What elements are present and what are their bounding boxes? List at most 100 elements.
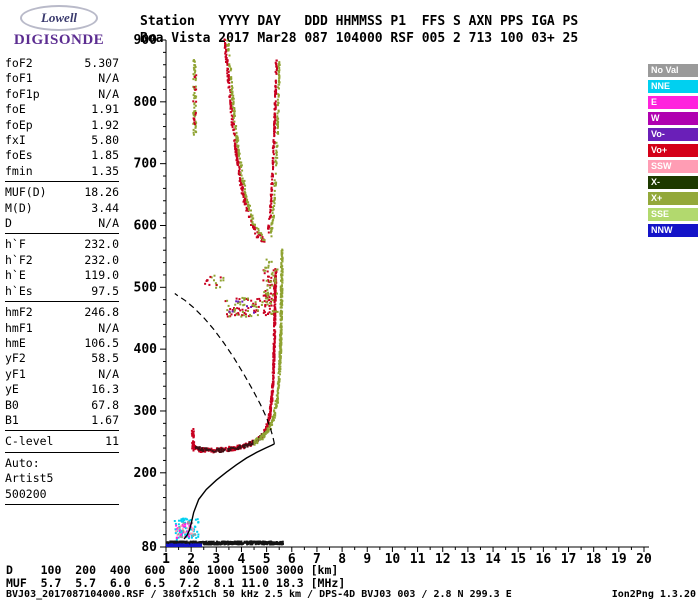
param-hmf1: hmF1 N/A xyxy=(5,320,119,335)
logo-ellipse: Lowell xyxy=(20,5,98,31)
param-yf2: yF2 58.5 xyxy=(5,351,119,366)
param-ye: yE 16.3 xyxy=(5,382,119,397)
echo-status-legend: No Val NNE E W Vo- Vo+ SSW X- X+ SSE NNW xyxy=(648,64,698,240)
svg-text:19: 19 xyxy=(611,552,627,567)
station-header: Station Boa Vista YYYY 2017 DAY Mar28 DDD 087 HH… xyxy=(140,13,586,47)
footer: BVJ03_2017087104000.RSF / 380fx51Ch 50 k… xyxy=(6,589,696,600)
trace-baseline-blue xyxy=(166,543,203,547)
param-foe: foE 1.91 xyxy=(5,102,119,117)
parameter-panel: foF2 5.307 foF1 N/A foF1p N/A foE 1.91 foEp 1.92 f… xyxy=(5,56,119,508)
legend-item-e: E xyxy=(648,96,698,109)
electron-density-profile-line xyxy=(183,443,275,540)
param-d: D N/A xyxy=(5,216,119,231)
svg-text:300: 300 xyxy=(134,404,158,419)
svg-text:600: 600 xyxy=(134,218,158,233)
param-auto: Auto: xyxy=(5,455,40,470)
svg-text:14: 14 xyxy=(485,552,501,567)
param-clevel: C-level 11 xyxy=(5,434,119,449)
echo-traces xyxy=(166,38,284,547)
param-fof2: foF2 5.307 xyxy=(5,56,119,70)
svg-text:17: 17 xyxy=(561,552,577,567)
axes xyxy=(163,40,649,548)
legend-item-nnw: NNW xyxy=(648,224,698,237)
svg-text:13: 13 xyxy=(460,552,476,567)
param-hmf2: hmF2 246.8 xyxy=(5,305,119,320)
legend-item-x+: X+ xyxy=(648,192,698,205)
param-fof1p: foF1p N/A xyxy=(5,86,119,101)
param-he: h`E 119.0 xyxy=(5,268,119,283)
param-artist5: Artist5 xyxy=(5,471,54,486)
muf-table: D 100 200 400 600 800 1000 1500 3000 [km… xyxy=(6,564,345,589)
trace-pre-cusp-scatter-red xyxy=(262,269,276,317)
param-hme: hmE 106.5 xyxy=(5,335,119,350)
svg-text:700: 700 xyxy=(134,157,158,172)
param-group-2: MUF(D) 18.26 M(D) 3.44 D N/A xyxy=(5,185,119,235)
param-b1: B1 1.67 xyxy=(5,412,119,427)
param-500200: 500200 xyxy=(5,486,47,501)
header-col-iga: IGA 03+ xyxy=(531,14,555,46)
svg-text:10: 10 xyxy=(385,552,401,567)
trace-mid-500-sparse-red xyxy=(204,275,222,287)
legend-item-sse: SSE xyxy=(648,208,698,221)
header-col-station: Station Boa Vista xyxy=(140,14,211,46)
header-col-ffs: FFS 005 xyxy=(421,14,446,46)
header-col-pps: PPS 100 xyxy=(499,14,524,46)
svg-text:500: 500 xyxy=(134,280,158,295)
svg-text:18: 18 xyxy=(586,552,602,567)
svg-text:15: 15 xyxy=(510,552,526,567)
trace-F-trace-dark-mix xyxy=(192,430,267,453)
legend-item-x-: X- xyxy=(648,176,698,189)
param-hes: h`Es 97.5 xyxy=(5,283,119,298)
trace-second-hop-rising-O xyxy=(267,59,278,234)
param-mufd: MUF(D) 18.26 xyxy=(5,185,119,200)
trace-E-region-gray xyxy=(177,521,196,539)
legend-item-w: W xyxy=(648,112,698,125)
trace-E-region-pink xyxy=(175,525,194,536)
trace-upper-left-red-speckle xyxy=(192,74,198,126)
muf-distance-row: D 100 200 400 600 800 1000 1500 3000 [km… xyxy=(6,563,339,577)
param-b0: B0 67.8 xyxy=(5,397,119,412)
param-fxi: fxI 5.80 xyxy=(5,133,119,148)
svg-text:20: 20 xyxy=(636,552,652,567)
svg-text:11: 11 xyxy=(410,552,426,567)
legend-item-nne: NNE xyxy=(648,80,698,93)
logo-digisonde-text: DIGISONDE xyxy=(13,32,105,48)
legend-item-ssw: SSW xyxy=(648,160,698,173)
trace-baseline-black xyxy=(166,540,284,546)
svg-text:200: 200 xyxy=(134,466,158,481)
legend-item-vo-: Vo- xyxy=(648,128,698,141)
header-col-ps: PS 25 xyxy=(562,14,579,46)
legend-item-no-val: No Val xyxy=(648,64,698,77)
param-group-1: foF2 5.307 foF1 N/A foF1p N/A foE 1.91 foEp 1.92 f… xyxy=(5,56,119,183)
trace-pre-cusp-scatter-green xyxy=(263,258,279,315)
trace-trace-start-column-red xyxy=(190,428,195,452)
logo-lowell-text: Lowell xyxy=(40,10,78,25)
trace-F-trace-X-mode xyxy=(253,248,284,446)
param-foep: foEp 1.92 xyxy=(5,117,119,132)
param-group-6: Auto: Artist5 500200 xyxy=(5,456,119,505)
trace-E-region-magenta xyxy=(175,522,192,539)
header-col-day: DAY Mar28 xyxy=(257,14,297,46)
param-md: M(D) 3.44 xyxy=(5,200,119,215)
trace-spread-F-scatter-violet xyxy=(228,300,255,314)
trace-spread-F-scatter-red xyxy=(224,297,262,318)
trace-second-hop-rising-X xyxy=(269,61,281,238)
trace-spread-F-scatter-green xyxy=(226,296,264,318)
param-fmin: fmin 1.35 xyxy=(5,163,119,178)
svg-text:400: 400 xyxy=(134,342,158,357)
param-fof1: foF1 N/A xyxy=(5,71,119,86)
header-col-ddd: DDD 087 xyxy=(304,14,328,46)
svg-text:9: 9 xyxy=(363,552,371,567)
footer-file-info: BVJ03_2017087104000.RSF / 380fx51Ch 50 k… xyxy=(6,589,512,600)
lowell-digisonde-logo: Lowell DIGISONDE xyxy=(8,5,110,49)
trace-mid-500-sparse-green xyxy=(210,274,225,289)
param-hf2: h`F2 232.0 xyxy=(5,252,119,267)
header-col-p1: P1 RSF xyxy=(390,14,414,46)
legend-item-vo+: Vo+ xyxy=(648,144,698,157)
trace-second-hop-descending-O xyxy=(223,38,266,243)
svg-text:800: 800 xyxy=(134,95,158,110)
param-hf: h`F 232.0 xyxy=(5,237,119,252)
topside-profile-dashed-line xyxy=(174,293,275,445)
